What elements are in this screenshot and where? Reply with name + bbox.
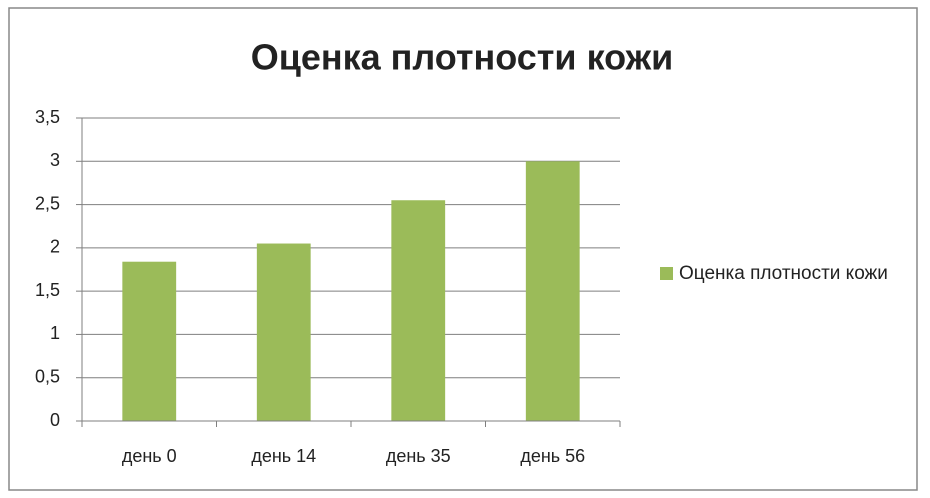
chart-title: Оценка плотности кожи <box>251 37 674 78</box>
legend-swatch <box>660 267 673 280</box>
x-tick-label: день 56 <box>520 446 585 466</box>
y-tick-label: 3,5 <box>35 107 60 127</box>
bar <box>256 243 311 421</box>
x-tick-label: день 0 <box>122 446 177 466</box>
y-tick-label: 2,5 <box>35 193 60 213</box>
y-tick-label: 1,5 <box>35 280 60 300</box>
x-tick-label: день 35 <box>386 446 451 466</box>
y-tick-label: 2 <box>50 237 60 257</box>
legend-label: Оценка плотности кожи <box>679 263 888 284</box>
bar <box>122 261 177 421</box>
y-tick-label: 0,5 <box>35 366 60 386</box>
bar <box>525 161 580 422</box>
bar <box>391 200 446 421</box>
y-tick-label: 0 <box>50 410 60 430</box>
y-tick-label: 1 <box>50 323 60 343</box>
x-tick-label: день 14 <box>251 446 316 466</box>
legend: Оценка плотности кожи <box>660 258 900 289</box>
y-tick-label: 3 <box>50 150 60 170</box>
